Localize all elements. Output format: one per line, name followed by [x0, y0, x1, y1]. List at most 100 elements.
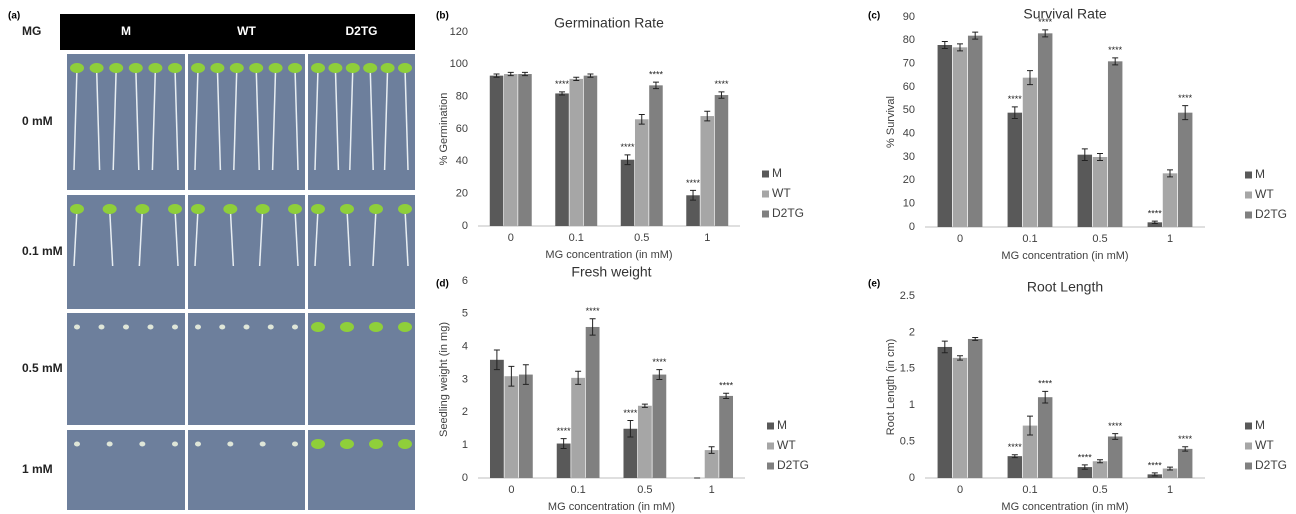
x-tick-label: 1	[704, 232, 710, 244]
legend-label: M	[1255, 167, 1265, 181]
plate-photo	[67, 195, 185, 309]
bar	[937, 45, 953, 227]
y-tick-label: 6	[462, 275, 468, 287]
y-tick-label: 0	[909, 472, 915, 484]
seedling	[74, 441, 80, 447]
error-bar	[1097, 459, 1103, 464]
x-axis-title: MG concentration (in mM)	[1001, 501, 1128, 513]
seedling	[195, 324, 201, 330]
significance-mark: ****	[623, 408, 638, 418]
seedling	[398, 439, 412, 449]
legend-label: WT	[772, 186, 791, 200]
root	[383, 67, 389, 171]
bar	[571, 377, 586, 478]
root	[314, 208, 319, 267]
significance-mark: ****	[586, 306, 601, 316]
seedling	[292, 441, 298, 447]
bar	[1077, 467, 1093, 478]
bar	[686, 195, 700, 226]
legend-swatch	[1245, 462, 1252, 470]
seedling	[98, 324, 105, 330]
error-bar	[587, 73, 594, 78]
bar	[620, 159, 635, 226]
legend-label: D2TG	[777, 458, 809, 472]
seedling	[102, 204, 117, 214]
y-axis-title: % Survival	[885, 96, 897, 148]
legend-label: D2TG	[1255, 458, 1287, 472]
y-tick-label: 90	[903, 11, 915, 23]
y-tick-label: 1	[909, 399, 915, 411]
root	[95, 67, 101, 171]
error-bar	[589, 318, 596, 336]
bar	[1007, 456, 1023, 478]
legend-label: WT	[777, 438, 796, 452]
legend-label: WT	[1255, 187, 1274, 201]
error-bar	[573, 76, 580, 81]
bar	[967, 35, 983, 227]
seedling	[328, 63, 343, 73]
x-tick-label: 0.5	[634, 232, 649, 244]
seedling	[345, 63, 360, 73]
significance-mark: ****	[557, 426, 572, 436]
error-bar	[718, 91, 725, 99]
x-tick-label: 0.5	[1092, 484, 1107, 496]
x-tick-label: 0.5	[637, 484, 652, 496]
bar	[556, 443, 571, 478]
legend-swatch	[767, 462, 774, 470]
root	[229, 208, 235, 267]
y-tick-label: 1.5	[900, 363, 915, 375]
header-bar	[60, 14, 415, 50]
seedling	[340, 204, 354, 214]
legend-label: D2TG	[1255, 207, 1287, 221]
seedling	[128, 63, 143, 73]
error-bar	[704, 110, 711, 122]
error-bar	[1182, 105, 1189, 121]
y-tick-label: 0.5	[900, 436, 915, 448]
seedling	[243, 324, 250, 330]
seedling	[210, 63, 225, 73]
chart-title: Survival Rate	[1023, 6, 1106, 22]
plate-photo	[67, 430, 185, 510]
bar	[714, 95, 729, 226]
root	[194, 208, 199, 267]
plate-photo	[308, 195, 415, 309]
seedling	[398, 322, 412, 332]
error-bar	[941, 41, 948, 49]
seedling	[172, 324, 178, 330]
y-tick-label: 30	[903, 151, 915, 163]
legend-label: WT	[1255, 438, 1274, 452]
bar	[1162, 468, 1178, 478]
significance-mark: ****	[719, 381, 734, 391]
error-bar	[575, 370, 582, 385]
y-tick-label: 120	[450, 26, 468, 38]
root	[404, 67, 409, 171]
seedling	[311, 204, 325, 214]
bar	[1177, 448, 1193, 478]
panel-label: (a)	[8, 11, 20, 22]
x-tick-label: 0	[508, 484, 514, 496]
y-tick-label: 2	[909, 326, 915, 338]
seedling	[292, 324, 298, 330]
bar	[1037, 33, 1053, 228]
error-bar	[1081, 148, 1088, 161]
y-tick-label: 100	[450, 58, 468, 70]
legend-swatch	[767, 422, 774, 430]
bar	[937, 346, 953, 478]
legend-label: M	[772, 166, 782, 180]
bar	[518, 374, 533, 478]
error-bar	[1151, 472, 1158, 477]
seedling	[168, 63, 182, 73]
seedling	[268, 63, 283, 73]
seedling	[249, 63, 264, 73]
significance-mark: ****	[714, 79, 729, 89]
significance-mark: ****	[1078, 452, 1093, 462]
root	[138, 208, 144, 267]
significance-mark: ****	[1178, 93, 1193, 103]
significance-mark: ****	[1008, 442, 1023, 452]
y-tick-label: 0	[462, 472, 468, 484]
x-tick-label: 0.5	[1092, 233, 1107, 245]
legend-swatch	[767, 442, 774, 450]
error-bar	[652, 81, 659, 90]
bar	[967, 338, 983, 478]
error-bar	[972, 336, 979, 341]
